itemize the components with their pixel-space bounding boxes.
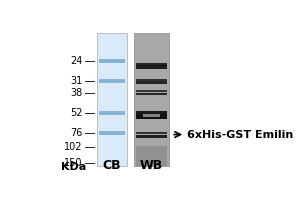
Bar (99, 80, 125, 82)
Text: CB: CB (103, 159, 121, 172)
Text: 6xHis-GST Emilin: 6xHis-GST Emilin (188, 130, 294, 140)
Text: WB: WB (140, 159, 163, 172)
Bar (136, 146, 167, 166)
Bar (134, 33, 169, 166)
Bar (136, 65, 167, 69)
Bar (99, 60, 125, 62)
Bar (136, 63, 167, 66)
Bar (136, 135, 167, 138)
Bar (136, 114, 167, 119)
Bar (136, 90, 167, 92)
Text: 24: 24 (70, 56, 83, 66)
Bar (136, 93, 167, 95)
Text: 52: 52 (70, 108, 83, 118)
Bar (143, 114, 160, 117)
Text: 76: 76 (70, 128, 83, 138)
Bar (99, 113, 125, 114)
Bar (99, 133, 125, 134)
Bar (136, 81, 167, 84)
Text: 150: 150 (64, 158, 83, 168)
Text: KDa: KDa (61, 162, 86, 172)
Bar (136, 79, 167, 81)
Bar (99, 59, 125, 63)
Text: 38: 38 (70, 88, 83, 98)
Bar (136, 132, 167, 134)
Bar (99, 131, 125, 135)
Bar (99, 111, 125, 115)
Bar (97, 33, 127, 166)
Text: 31: 31 (70, 76, 83, 86)
Bar (136, 111, 167, 114)
Text: 102: 102 (64, 142, 83, 152)
Bar (99, 79, 125, 83)
